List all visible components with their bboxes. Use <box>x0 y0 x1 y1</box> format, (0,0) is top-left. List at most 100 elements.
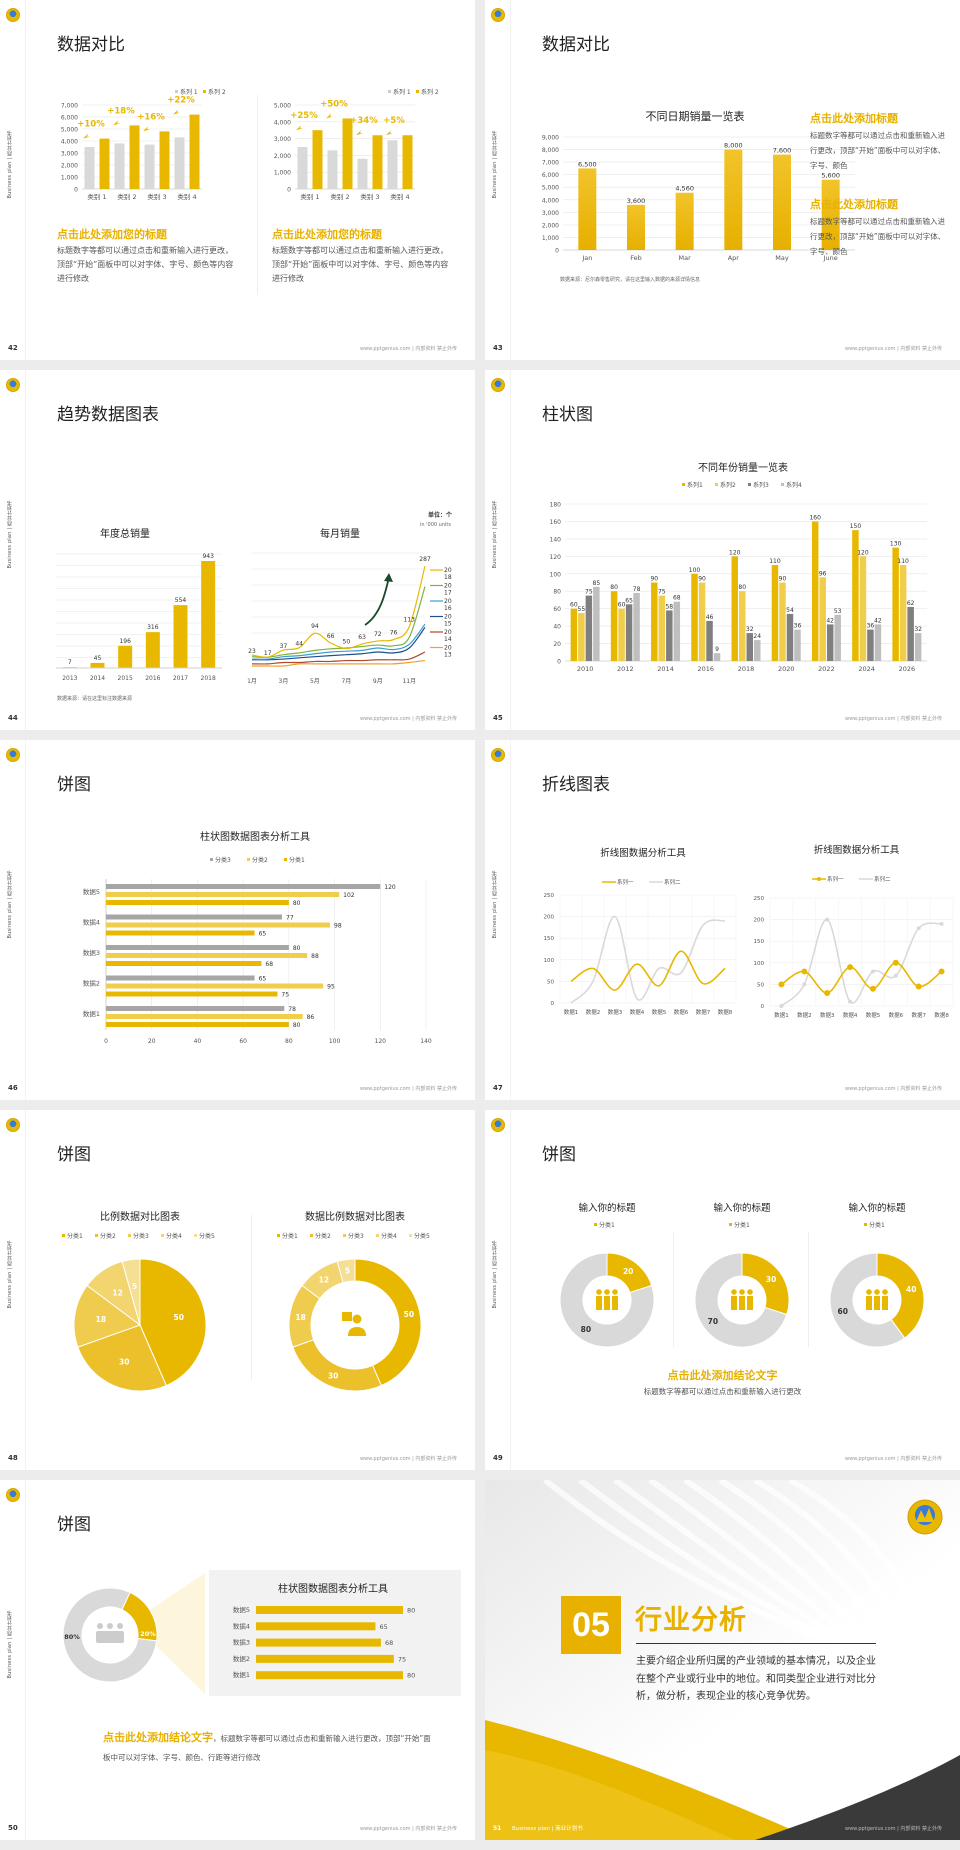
chart-label: 50 <box>757 982 764 988</box>
chart-label: 63 <box>358 634 366 641</box>
chart-label: 95 <box>327 984 335 991</box>
chart-label: 88 <box>311 953 319 960</box>
footer-text: www.pptgenius.com | 内部资料 禁止外传 <box>359 346 457 352</box>
callout-wedge <box>150 1573 205 1694</box>
conclusion-heading[interactable]: 点击此处添加结论文字 <box>103 1731 213 1744</box>
chart-label: 2012 <box>617 665 634 673</box>
chart-label: 2014 <box>90 675 105 682</box>
chart-label: 2016 <box>698 665 715 673</box>
chart-label: 316 <box>147 624 159 631</box>
slide-51[interactable]: 05 行业分析 主要介绍企业所归属的产业领域的基本情况，以及企业在整个产业或行业中的… <box>485 1480 960 1840</box>
bar <box>852 530 859 661</box>
chart-label: 40 <box>194 1038 202 1045</box>
bar <box>387 140 398 189</box>
growth-annotation: +5% <box>383 116 405 126</box>
sidebar: Business plan | 商业计划书 <box>0 1110 26 1470</box>
bar <box>189 114 200 189</box>
slide-44[interactable]: Business plan | 商业计划书 44 www.pptgenius.com… <box>0 370 475 730</box>
slide-46[interactable]: Business plan | 商业计划书 46 www.pptgenius.com… <box>0 740 475 1100</box>
chart-label: 3月 <box>279 678 289 685</box>
left-heading[interactable]: 点击此处添加您的标题 <box>57 228 167 241</box>
bar <box>159 131 170 189</box>
chart-label: 120 <box>375 1038 387 1045</box>
bar <box>724 149 743 250</box>
chart-label: 数据1 <box>774 1011 789 1019</box>
slide-42[interactable]: Business plan | 商业计划书 42 www.pptgenius.com… <box>0 0 475 360</box>
bar <box>402 135 413 189</box>
bar <box>174 137 185 189</box>
chart-label: 系列一 <box>617 878 634 886</box>
block-heading[interactable]: 点击此处添加标题 <box>810 198 898 211</box>
slide-50[interactable]: Business plan | 商业计划书 50 www.pptgenius.com… <box>0 1480 475 1840</box>
slide-49[interactable]: Business plan | 商业计划书 49 www.pptgenius.com… <box>485 1110 960 1470</box>
page-number: 48 <box>8 1454 18 1462</box>
sidebar: Business plan | 商业计划书 <box>485 370 511 730</box>
chart-label: 数据5 <box>83 887 100 896</box>
team-icon <box>731 1289 753 1310</box>
chart-label: 0 <box>104 1038 108 1045</box>
chart-label: 100 <box>329 1038 341 1045</box>
growth-annotation: +34% <box>350 116 378 126</box>
bar <box>106 961 262 966</box>
donut-segment <box>876 1252 925 1339</box>
chart-label: 77 <box>286 915 294 922</box>
section-background <box>485 1480 960 1840</box>
slide-47[interactable]: Business plan | 商业计划书 47 www.pptgenius.com… <box>485 740 960 1100</box>
growth-annotation: +10% <box>77 120 105 130</box>
chart-label: 类别 2 <box>330 192 349 201</box>
conclusion-heading[interactable]: 点击此处添加结论文字 <box>667 1369 778 1382</box>
slide-43[interactable]: Business plan | 商业计划书 43 www.pptgenius.com… <box>485 0 960 360</box>
chart-label: 20 <box>444 598 452 605</box>
footer-brand: Business plan | 商业计划书 <box>512 1826 583 1832</box>
chart-label: 2018 <box>738 665 755 673</box>
right-body: 标题数字等都可以通过点击和重新输入进行更改，顶部“开始”面板中可以对字体、字号、… <box>272 246 449 283</box>
chart-label: 5,000 <box>274 103 291 110</box>
section-title: 行业分析 <box>635 1605 747 1636</box>
chart-label: Mar <box>679 254 692 262</box>
conclusion-body: 标题数字等都可以通过点击和重新输入进行更改 <box>643 1387 802 1396</box>
bar <box>773 154 791 250</box>
chart-label: 86 <box>307 1014 315 1021</box>
chart-label: 2017 <box>173 675 188 682</box>
chart-label: 8,000 <box>724 142 743 150</box>
block-heading[interactable]: 点击此处添加标题 <box>810 112 898 125</box>
sidebar: Business plan | 商业计划书 <box>485 1110 511 1470</box>
chart-label: 20 <box>444 583 452 590</box>
right-heading[interactable]: 点击此处添加您的标题 <box>272 228 382 241</box>
bar <box>666 610 673 661</box>
chart-label: 类别 2 <box>117 192 136 201</box>
chart-label: Feb <box>630 254 642 262</box>
chart-label: 1,000 <box>542 235 559 242</box>
chart-label: 5 <box>132 1282 137 1291</box>
chart-label: May <box>775 254 789 262</box>
bar <box>673 601 681 661</box>
chart-label: 45 <box>94 655 102 662</box>
chart-label: 65 <box>379 1623 387 1631</box>
slide-45[interactable]: Business plan | 商业计划书 45 www.pptgenius.com… <box>485 370 960 730</box>
slide-title: 饼图 <box>542 1145 576 1165</box>
conclusion: 点击此处添加结论文字，标题数字等都可以通过点击和重新输入进行更改，顶部“开始”面… <box>103 1728 433 1767</box>
slide-48[interactable]: Business plan | 商业计划书 48 www.pptgenius.com… <box>0 1110 475 1470</box>
bar <box>658 595 666 661</box>
chart-label: 数据1 <box>564 1008 579 1016</box>
chart-label: 2013 <box>62 675 77 682</box>
page-number: 42 <box>8 344 18 352</box>
chart-label: 0 <box>287 187 291 194</box>
page-number: 51 <box>493 1825 502 1832</box>
chart-label: 16 <box>444 605 452 612</box>
chart-label: 0 <box>551 1001 555 1007</box>
bar <box>618 608 625 661</box>
data-source: 数据来源：请在这里标注数据来源 <box>57 696 133 702</box>
team-icon <box>596 1289 618 1310</box>
chart-label: 分类1 <box>599 1221 615 1229</box>
chart-label: 数据6 <box>889 1011 904 1019</box>
bar <box>357 158 368 189</box>
block-body: 标题数字等都可以通过点击和重新输入进行更改，顶部“开始”面板中可以对字体、字号、… <box>810 217 946 256</box>
chart-label: 2015 <box>118 675 133 682</box>
chart-label: 50 <box>404 1310 414 1319</box>
chart-label: 120 <box>550 554 562 561</box>
chart-label: 200 <box>544 915 555 921</box>
chart-label: 17 <box>264 650 272 657</box>
chart-label: 50 <box>174 1313 184 1322</box>
